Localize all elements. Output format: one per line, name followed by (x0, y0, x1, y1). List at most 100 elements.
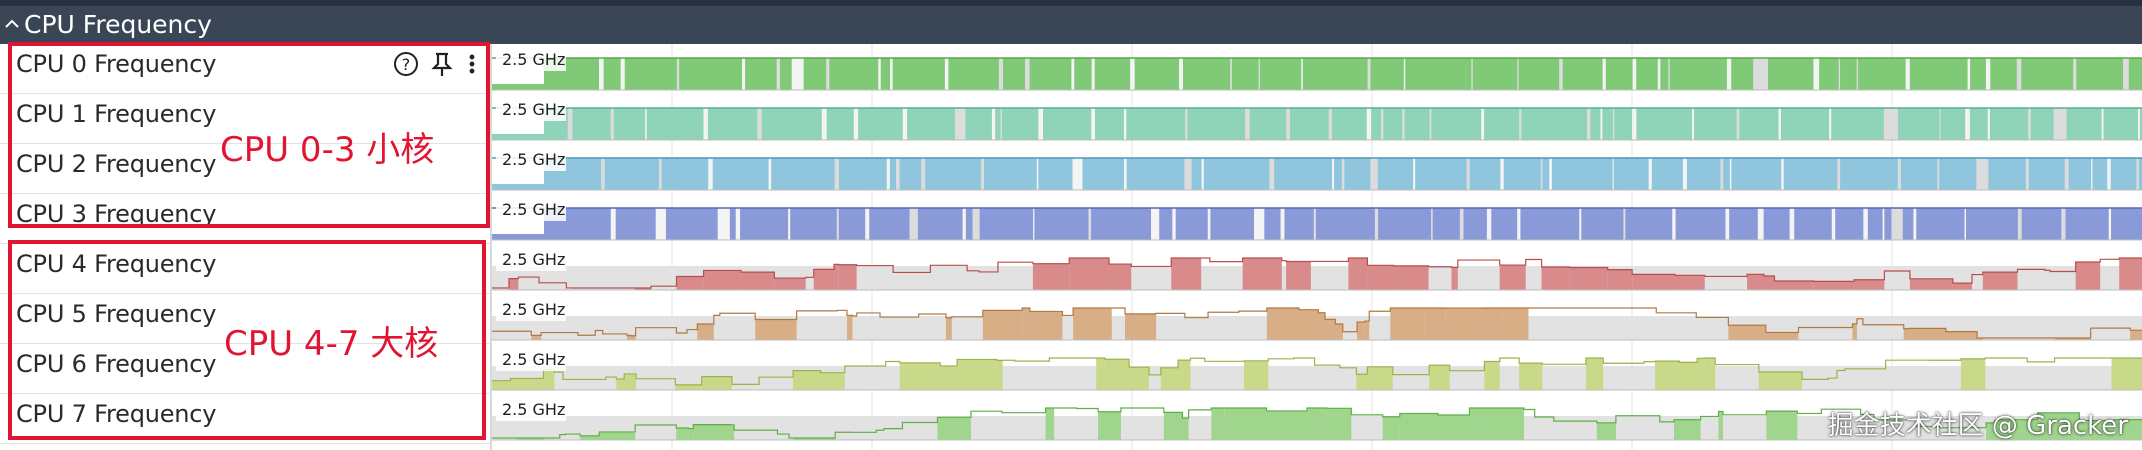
freq-gap (2108, 208, 2112, 240)
freq-gap (1623, 208, 1626, 240)
timeline-area[interactable]: 2.5 GHz 2.5 GHz 2.5 GHz 2.5 GHz 2.5 GHz 2.5 G… (492, 44, 2142, 450)
freq-gap (991, 108, 996, 140)
max-frequency-label: 2.5 GHz (502, 350, 565, 369)
track-group-title: CPU Frequency (24, 10, 212, 39)
freq-segment (1109, 264, 1132, 290)
freq-segment (1286, 261, 1311, 290)
freq-gap (1668, 58, 1670, 90)
freq-segment (616, 379, 625, 390)
freq-segment (996, 360, 1003, 390)
big-cores-annotation: CPU 4-7 大核 (224, 324, 439, 364)
frequency-track[interactable]: 2.5 GHz (492, 299, 2142, 341)
freq-gap (890, 58, 893, 90)
track-group-header[interactable]: CPU Frequency (0, 6, 2142, 44)
freq-segment (2111, 358, 2131, 390)
frequency-track[interactable]: 2.5 GHz (492, 349, 2142, 391)
track-label: CPU 1 Frequency (16, 100, 217, 128)
freq-gap (567, 108, 573, 140)
freq-gap (1517, 208, 1521, 240)
track-label: CPU 5 Frequency (16, 300, 217, 328)
freq-gap (1937, 158, 1940, 190)
frequency-track[interactable]: 2.5 GHz (492, 399, 2142, 441)
freq-gap (2107, 158, 2111, 190)
frequency-track[interactable]: 2.5 GHz (492, 249, 2142, 291)
freq-gap (1254, 208, 1265, 240)
freq-segment (1952, 283, 1972, 290)
freq-segment (580, 435, 600, 440)
pin-icon[interactable] (426, 48, 458, 80)
freq-gap (2073, 58, 2077, 90)
freq-segment (1499, 265, 1526, 290)
freq-segment (957, 359, 997, 390)
track-row-cpu7[interactable]: CPU 7 Frequency (0, 394, 490, 444)
freq-gap (834, 158, 839, 190)
freq-gap (1549, 158, 1552, 190)
freq-segment (1718, 411, 1724, 440)
freq-idle (492, 366, 2142, 390)
freq-segment (1335, 324, 1343, 340)
freq-segment (1854, 279, 1885, 290)
freq-gap (1586, 108, 1591, 140)
track-label: CPU 6 Frequency (16, 350, 217, 378)
freq-segment (1163, 412, 1183, 440)
freq-segment (1160, 367, 1179, 390)
frequency-track[interactable]: 2.5 GHz (492, 149, 2142, 191)
track-row-cpu2[interactable]: CPU 2 Frequency (0, 144, 490, 194)
freq-segment (2079, 420, 2115, 440)
freq-gap (1245, 108, 1250, 140)
track-label: CPU 2 Frequency (16, 150, 217, 178)
frequency-track[interactable]: 2.5 GHz (492, 199, 2142, 241)
freq-segment (838, 264, 857, 290)
frequency-tracks[interactable]: 2.5 GHz 2.5 GHz 2.5 GHz 2.5 GHz 2.5 GHz 2.5 G… (492, 44, 2142, 450)
freq-gap (1753, 58, 1768, 90)
freq-gap (1000, 108, 1002, 140)
freq-segment (1445, 308, 1483, 340)
freq-segment (945, 317, 952, 340)
freq-segment (543, 369, 555, 390)
track-row-cpu4[interactable]: CPU 4 Frequency (0, 244, 490, 294)
freq-gap (1778, 108, 1781, 140)
freq-gap (1072, 158, 1083, 190)
freq-segment (1390, 308, 1425, 340)
freq-gap (886, 158, 890, 190)
freq-gap (1913, 208, 1917, 240)
freq-segment (1098, 411, 1121, 440)
freq-gap (1838, 58, 1841, 90)
frequency-track[interactable]: 2.5 GHz (492, 49, 2142, 91)
max-frequency-label: 2.5 GHz (502, 400, 565, 419)
freq-segment (2130, 358, 2142, 390)
panel-divider[interactable] (490, 44, 492, 450)
track-row-cpu6[interactable]: CPU 6 Frequency (0, 344, 490, 394)
freq-gap (2101, 108, 2104, 140)
more-vert-icon[interactable] (460, 48, 484, 80)
frequency-track[interactable]: 2.5 GHz (492, 99, 2142, 141)
freq-gap (741, 58, 746, 90)
help-icon[interactable]: ? (390, 48, 422, 80)
track-label: CPU 0 Frequency (16, 50, 217, 78)
freq-segment (1045, 408, 1055, 440)
freq-gap (1600, 108, 1603, 140)
freq-gap (1025, 58, 1030, 90)
freq-segment (1399, 413, 1438, 440)
freq-gap (821, 108, 827, 140)
freq-gap (1725, 208, 1730, 240)
freq-segment (1171, 258, 1202, 290)
track-row-cpu5[interactable]: CPU 5 Frequency (0, 294, 490, 344)
freq-gap (1519, 108, 1522, 140)
freq-segment (2119, 258, 2142, 290)
freq-gap (757, 108, 762, 140)
freq-segment (1986, 422, 1995, 440)
freq-gap (1883, 108, 1899, 140)
freq-gap (708, 158, 713, 190)
chevron-up-icon[interactable] (4, 16, 20, 32)
freq-segment (703, 270, 742, 290)
freq-gap (896, 158, 900, 190)
freq-gap (2091, 158, 2093, 190)
track-row-cpu1[interactable]: CPU 1 Frequency (0, 94, 490, 144)
freq-gap (1672, 208, 1676, 240)
freq-segment (1632, 274, 1675, 290)
track-row-cpu0[interactable]: CPU 0 Frequency ? (0, 44, 490, 94)
freq-gap (1471, 58, 1473, 90)
freq-segment (1266, 410, 1308, 440)
freq-gap (1829, 108, 1832, 140)
